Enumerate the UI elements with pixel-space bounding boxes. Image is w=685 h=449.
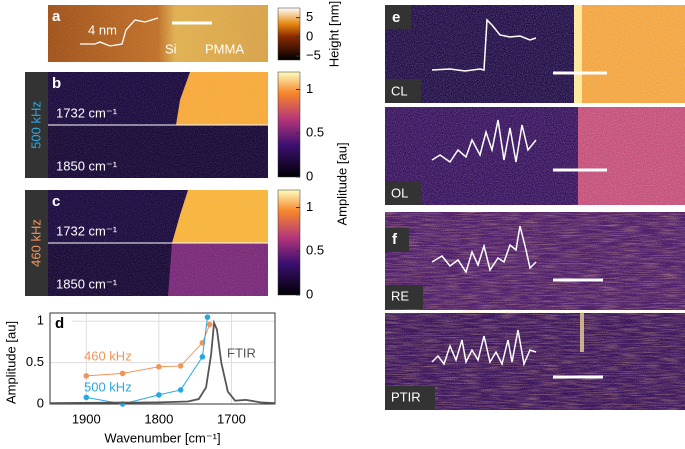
label-box xyxy=(385,386,435,410)
x-tick-label: 1800 xyxy=(144,411,173,426)
label-box xyxy=(385,285,423,309)
wavenumber-label: 1732 cm⁻¹ xyxy=(56,105,118,120)
panel-label: d xyxy=(55,315,64,332)
y-tick-label: 1 xyxy=(37,313,44,328)
axis-title: Amplitude [au] xyxy=(3,321,18,404)
plot-border xyxy=(49,312,276,405)
data-point xyxy=(156,392,162,398)
plot: 5 0 −5 1 0.5 0 1 0.5 0 0 0.5 1 1900 1800 1700 d Wavenumb… xyxy=(3,9,324,445)
colorbar-tick-label: 0 xyxy=(306,286,313,301)
region-label: Si xyxy=(165,41,177,56)
label-box xyxy=(385,5,411,29)
wavenumber-label: 1732 cm⁻¹ xyxy=(56,223,118,238)
spectrum-trace xyxy=(431,18,537,72)
colorbar-tick-label: 5 xyxy=(306,9,313,24)
height-trace xyxy=(80,17,159,47)
series-name: 460 kHz xyxy=(84,348,132,363)
side-bar xyxy=(25,190,48,296)
y-tick-label: 0.5 xyxy=(26,354,44,369)
colorbar-tick-label: 1 xyxy=(306,199,313,214)
method-label: OL xyxy=(391,185,408,200)
data-point xyxy=(177,387,184,393)
panel-label: c xyxy=(52,193,60,210)
region-label: PMMA xyxy=(205,41,244,56)
colorbar-tick-label: 0 xyxy=(306,28,313,43)
panel-label: a xyxy=(52,8,61,25)
y-tick-label: 0 xyxy=(37,395,44,410)
wavenumber-label: 1850 cm⁻¹ xyxy=(56,158,118,173)
method-label: CL xyxy=(391,83,408,98)
side-bar xyxy=(25,72,48,178)
wavenumber-label: 1850 cm⁻¹ xyxy=(56,276,118,291)
panel-label: f xyxy=(392,231,398,248)
data-point xyxy=(206,321,213,328)
spectrum-trace xyxy=(431,329,537,367)
x-tick-label: 1900 xyxy=(72,411,101,426)
label-box xyxy=(52,314,72,334)
data-point xyxy=(199,354,206,360)
colorbar xyxy=(277,189,301,296)
colorbar-tick-label: −5 xyxy=(306,48,321,63)
colorbar xyxy=(277,71,301,178)
label-box xyxy=(385,181,421,205)
spectrum-trace xyxy=(431,119,537,164)
colorbar-tick-label: 1 xyxy=(306,81,313,96)
colorbar xyxy=(277,7,301,61)
frequency-label: 460 kHz xyxy=(28,219,43,267)
x-tick-label: 1700 xyxy=(217,411,246,426)
colorbar-tick-label: 0 xyxy=(306,168,313,183)
data-point xyxy=(156,363,162,370)
edge xyxy=(580,312,584,352)
panel-label: e xyxy=(392,9,400,26)
colorbar-label: Amplitude [au] xyxy=(334,142,349,225)
image-noise xyxy=(385,5,685,205)
colorbar-label: Height [nm] xyxy=(326,1,341,67)
method-label: PTIR xyxy=(391,389,421,404)
series-line xyxy=(49,319,276,405)
series-line xyxy=(86,324,211,377)
axis-title: Wavenumber [cm⁻¹] xyxy=(104,430,220,445)
scale-label: 4 nm xyxy=(88,22,117,37)
image-noise xyxy=(48,5,268,62)
method-label: RE xyxy=(391,288,409,303)
plot-frame xyxy=(49,312,276,405)
spectrum-trace xyxy=(431,225,537,274)
series-name: FTIR xyxy=(227,345,256,360)
label-box xyxy=(385,228,409,252)
image-noise xyxy=(385,212,685,410)
data-point xyxy=(119,370,126,377)
data-point xyxy=(83,373,90,379)
series-name: 500 kHz xyxy=(84,379,132,394)
frequency-label: 500 kHz xyxy=(28,101,43,149)
data-point xyxy=(83,394,90,401)
colorbar-tick-label: 0.5 xyxy=(306,243,324,258)
data-point xyxy=(177,363,184,369)
label-box xyxy=(385,79,421,103)
colorbar-tick-label: 0.5 xyxy=(306,125,324,140)
data-point xyxy=(204,314,211,320)
panel-label: b xyxy=(52,75,61,92)
